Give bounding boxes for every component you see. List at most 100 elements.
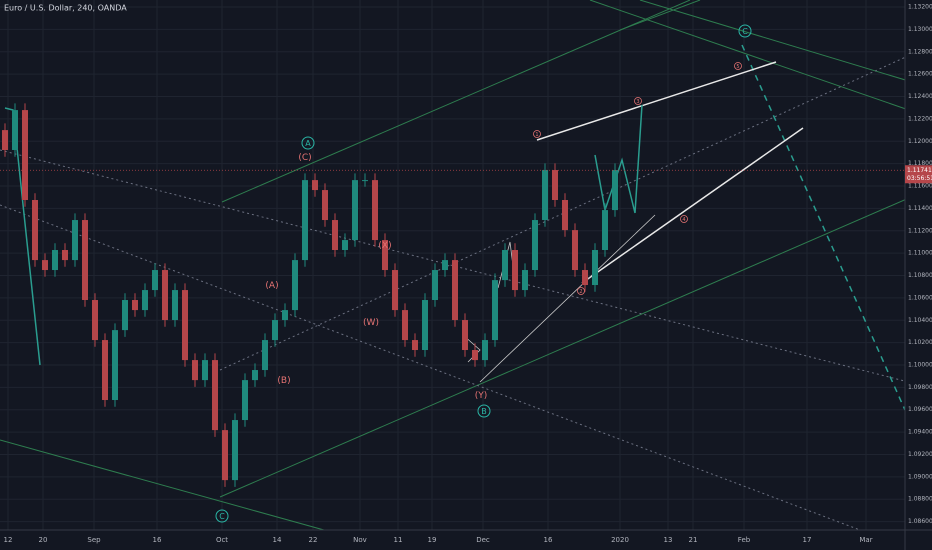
- y-tick-label: 1.09800: [908, 384, 932, 391]
- y-tick-label: 1.13200: [908, 4, 932, 11]
- wedge-line: [536, 61, 777, 141]
- label-circle: [734, 62, 742, 70]
- label-circle: [738, 24, 752, 38]
- candle-body: [182, 290, 188, 361]
- trend-line: [0, 439, 361, 541]
- time-axis: [0, 530, 932, 550]
- wave-label: 3: [636, 99, 639, 105]
- y-tick-label: 1.09600: [908, 406, 932, 413]
- x-tick-label: 14: [273, 536, 282, 544]
- candle-body: [142, 290, 148, 311]
- x-tick-label: 16: [153, 536, 162, 544]
- x-tick-label: 12: [4, 536, 13, 544]
- wave-label: C: [742, 27, 748, 36]
- y-tick-label: 1.11400: [908, 205, 932, 212]
- wave-label: C: [219, 512, 225, 521]
- y-tick-label: 1.11000: [908, 250, 932, 257]
- x-tick-label: 17: [803, 536, 812, 544]
- y-tick-label: 1.10800: [908, 272, 932, 279]
- label-circle: [301, 136, 315, 150]
- candle-body: [462, 320, 468, 351]
- symbol-title: Euro / U.S. Dollar, 240, OANDA: [4, 4, 127, 13]
- candle-body: [62, 250, 68, 261]
- candle-body: [512, 250, 518, 291]
- wave-label: (C): [298, 153, 311, 163]
- y-tick-label: 1.10000: [908, 362, 932, 369]
- candle-body: [392, 270, 398, 311]
- y-tick-label: 1.11600: [908, 183, 932, 190]
- candle-body: [522, 270, 528, 291]
- candle-body: [382, 240, 388, 271]
- channel-line: [221, 0, 691, 203]
- x-tick-label: 2020: [611, 536, 629, 544]
- label-circle: [477, 404, 491, 418]
- label-circle: [533, 130, 541, 138]
- x-tick-label: 20: [39, 536, 48, 544]
- last-price-tag: [905, 165, 932, 184]
- label-circle: [634, 97, 642, 105]
- candle-body: [242, 380, 248, 421]
- channel-line: [219, 187, 932, 498]
- wave-line: [4, 107, 41, 366]
- y-tick-label: 1.10400: [908, 317, 932, 324]
- candle-body: [152, 270, 158, 291]
- y-tick-label: 1.12800: [908, 48, 932, 55]
- last-price-label: 1.11741: [907, 167, 932, 174]
- candle-body: [42, 260, 48, 271]
- candle-body: [442, 260, 448, 271]
- candle-body: [422, 300, 428, 351]
- label-circle: [680, 215, 688, 223]
- candle-body: [562, 200, 568, 231]
- dotted-line: [0, 149, 932, 389]
- candle-body: [452, 260, 458, 321]
- candle-body: [232, 420, 238, 481]
- candle-body: [312, 180, 318, 191]
- candle-body: [482, 340, 488, 361]
- candle-body: [352, 180, 358, 241]
- candle-body: [192, 360, 198, 381]
- label-circle: [215, 509, 229, 523]
- x-tick-label: 11: [394, 536, 403, 544]
- x-tick-label: 21: [689, 536, 698, 544]
- candle-body: [432, 270, 438, 301]
- trend-line: [639, 0, 932, 89]
- candle-body: [362, 180, 368, 182]
- candles: [2, 103, 618, 487]
- candle-body: [202, 360, 208, 381]
- x-tick-label: 19: [428, 536, 437, 544]
- wave-label: (Y): [475, 391, 488, 401]
- y-tick-label: 1.12600: [908, 71, 932, 78]
- candle-body: [552, 170, 558, 201]
- candle-body: [502, 250, 508, 281]
- candle-body: [572, 230, 578, 271]
- candle-body: [542, 170, 548, 221]
- x-tick-label: Dec: [476, 536, 490, 544]
- support-line: [479, 214, 656, 383]
- candle-body: [82, 220, 88, 301]
- candle-body: [412, 340, 418, 351]
- candle-body: [612, 170, 618, 211]
- candle-body: [322, 190, 328, 221]
- candle-body: [342, 240, 348, 251]
- dotted-line: [0, 204, 861, 531]
- wave-labels: A (C) (A) (B) (W) (X) (Y) B C C 1 2 3 4 5: [215, 24, 752, 523]
- y-tick-label: 1.08800: [908, 496, 932, 503]
- candle-body: [372, 180, 378, 241]
- candle-body: [32, 200, 38, 261]
- y-tick-label: 1.09400: [908, 429, 932, 436]
- candle-body: [272, 320, 278, 341]
- y-tick-label: 1.12200: [908, 115, 932, 122]
- candle-body: [222, 430, 228, 481]
- y-tick-label: 1.11200: [908, 227, 932, 234]
- price-axis: [905, 0, 932, 550]
- candle-body: [132, 300, 138, 311]
- wave-label: B: [481, 407, 487, 416]
- countdown-label: 03:56:51: [907, 175, 932, 182]
- x-tick-label: 22: [309, 536, 318, 544]
- candle-body: [472, 350, 478, 361]
- candle-body: [92, 300, 98, 341]
- wave-label: 5: [736, 64, 739, 70]
- trend-line: [619, 0, 701, 31]
- candle-body: [292, 260, 298, 311]
